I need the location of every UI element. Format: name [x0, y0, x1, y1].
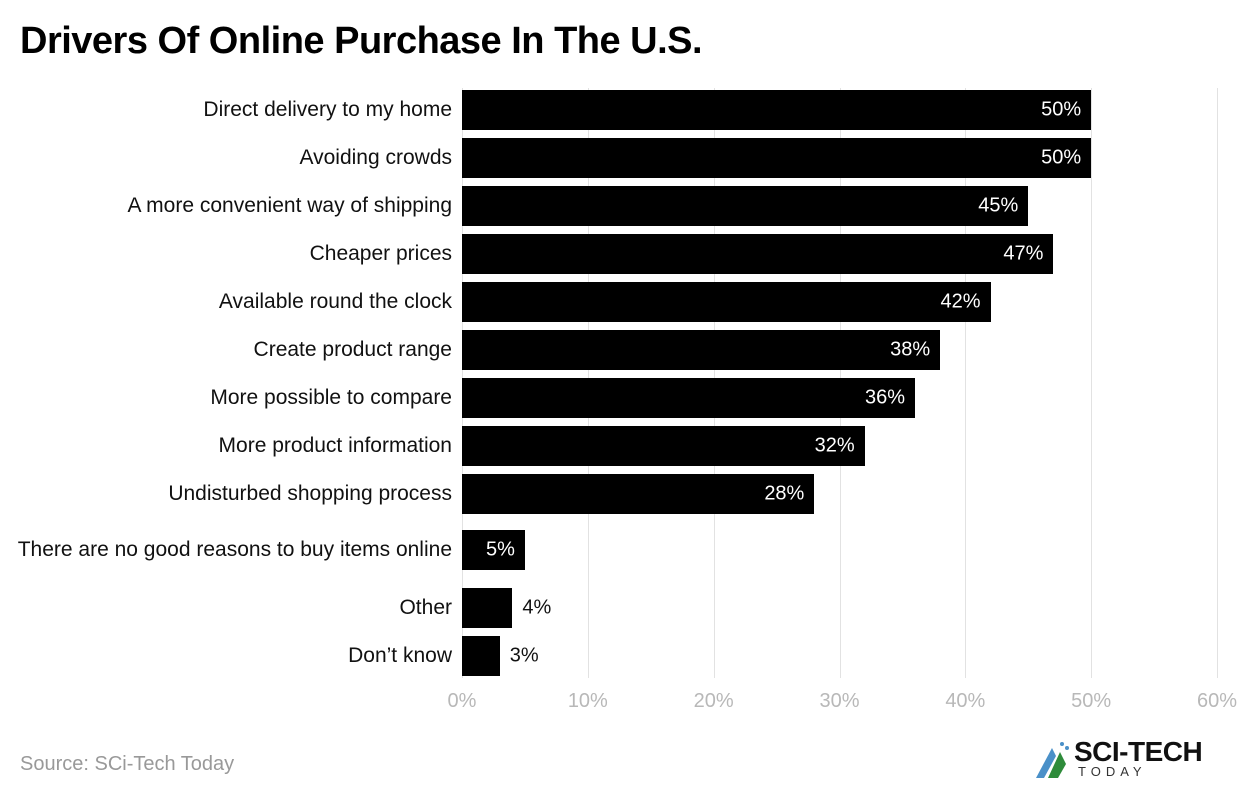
- gridline: [1091, 88, 1093, 678]
- logo-icon: [1036, 742, 1069, 778]
- bar: [462, 330, 941, 370]
- bar-value-label: 5%: [486, 538, 515, 561]
- category-label: Create product range: [253, 338, 452, 361]
- source-note: Source: SCi-Tech Today: [20, 753, 235, 775]
- x-tick-label: 0%: [447, 690, 477, 712]
- x-tick-label: 60%: [1196, 690, 1238, 712]
- gridline: [965, 88, 967, 678]
- bar-value-label: 3%: [509, 644, 539, 667]
- bar-value-label: 4%: [522, 596, 552, 619]
- category-label: Direct delivery to my home: [203, 98, 452, 121]
- bar-value-label: 50%: [1041, 98, 1082, 121]
- bar-value-label: 32%: [814, 434, 855, 457]
- bar-value-label: 42%: [940, 290, 981, 313]
- bar: [462, 588, 513, 628]
- bar: [462, 282, 991, 322]
- category-label: More possible to compare: [210, 386, 452, 409]
- bar-value-label: 28%: [764, 482, 805, 505]
- bar: [462, 474, 815, 514]
- category-label: Cheaper prices: [309, 242, 452, 265]
- chart-title: Drivers Of Online Purchase In The U.S.: [20, 20, 703, 62]
- sci-tech-today-logo: SCI-TECH TODAY: [1034, 736, 1214, 782]
- category-label: Don’t know: [348, 644, 452, 667]
- bar: [462, 636, 500, 676]
- bar: [462, 530, 525, 570]
- category-label: Available round the clock: [218, 290, 452, 313]
- category-label: More product information: [218, 434, 452, 457]
- x-tick-label: 30%: [819, 690, 860, 712]
- x-tick-label: 10%: [567, 690, 608, 712]
- category-label: Other: [399, 596, 452, 619]
- bar-value-label: 45%: [978, 194, 1019, 217]
- bar-value-label: 50%: [1041, 146, 1082, 169]
- logo-text: SCI-TECH: [1074, 736, 1203, 767]
- bar: [462, 90, 1092, 130]
- logo-subtext: TODAY: [1078, 764, 1147, 779]
- category-label: There are no good reasons to buy items o…: [17, 538, 452, 561]
- bar: [462, 378, 915, 418]
- bar: [462, 186, 1029, 226]
- bar-value-label: 47%: [1003, 242, 1044, 265]
- category-label: Avoiding crowds: [299, 146, 452, 169]
- category-label: Undisturbed shopping process: [168, 482, 452, 505]
- x-tick-label: 40%: [945, 690, 986, 712]
- x-tick-label: 50%: [1071, 690, 1112, 712]
- bar: [462, 234, 1054, 274]
- bar-value-label: 38%: [890, 338, 931, 361]
- gridline: [1217, 88, 1218, 678]
- bar: [462, 138, 1092, 178]
- bar-value-label: 36%: [864, 386, 905, 409]
- category-label: A more convenient way of shipping: [127, 194, 452, 217]
- bar: [462, 426, 865, 466]
- x-tick-label: 20%: [693, 690, 734, 712]
